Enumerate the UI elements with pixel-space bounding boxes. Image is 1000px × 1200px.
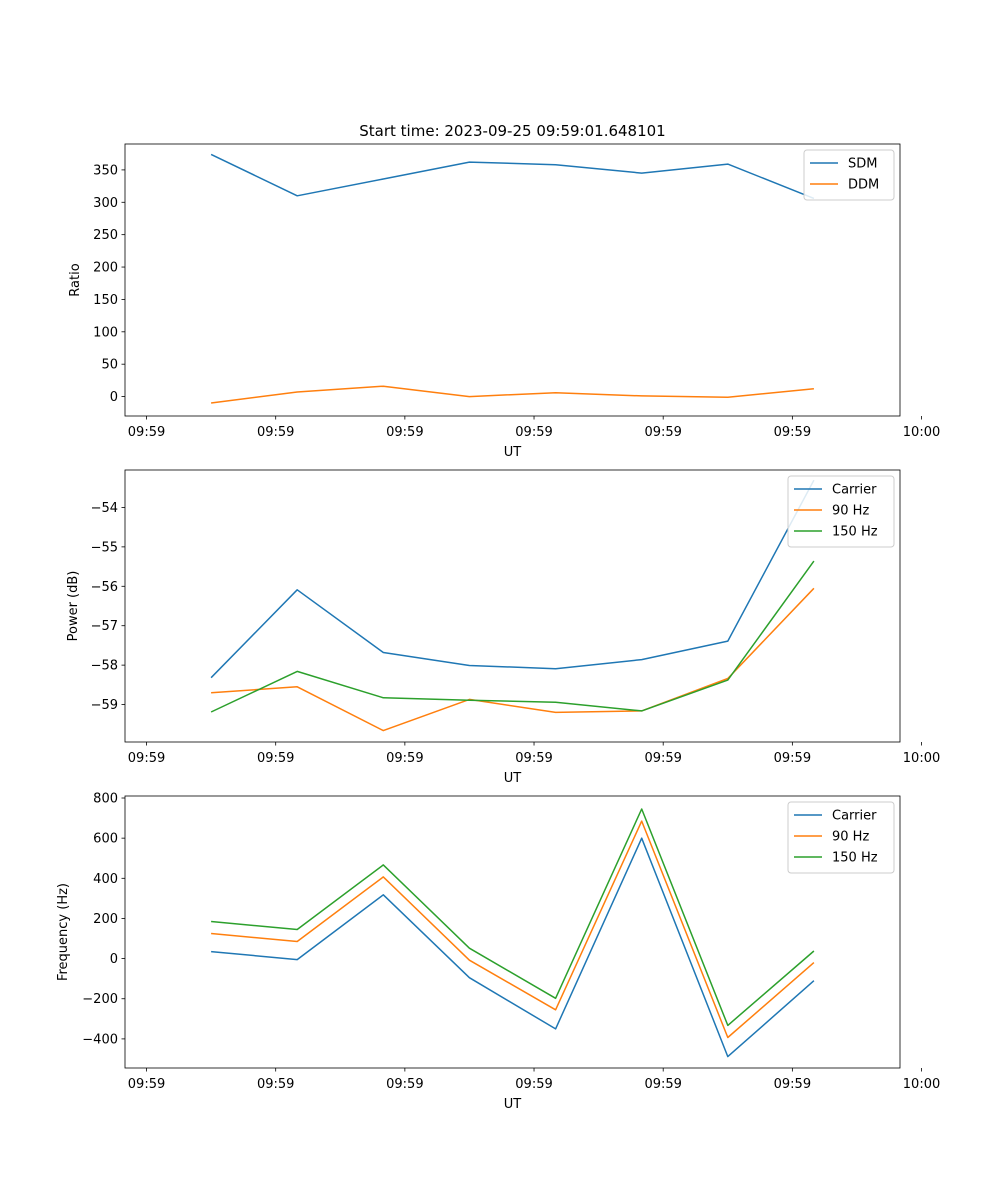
legend-label: 150 Hz [832, 851, 878, 866]
series-line-150-hz [211, 808, 815, 1027]
legend-box [787, 475, 895, 548]
x-tick-label: 09:59 [386, 425, 423, 440]
series-line-90-hz [211, 820, 815, 1039]
x-tick-label: 09:59 [644, 751, 681, 766]
y-tick-label: 200 [93, 912, 118, 927]
y-tick-label: 300 [93, 196, 118, 211]
x-tick-label: 09:59 [128, 1077, 165, 1092]
x-tick-label: 10:00 [903, 425, 940, 440]
series-line-carrier [210, 479, 815, 679]
x-tick-label: 09:59 [515, 425, 552, 440]
x-tick-label: 10:00 [903, 751, 940, 766]
y-tick-label: −55 [91, 540, 118, 555]
x-axis-label: UT [504, 771, 522, 786]
x-tick-label: 09:59 [128, 751, 165, 766]
series-line-carrier [211, 837, 815, 1058]
y-tick-label: −56 [91, 580, 118, 595]
y-tick-label: 600 [93, 832, 118, 847]
chart-panel-2: 09:59 09:59 09:59 09:59 09:59 09:59 10:00 −59 −5… [66, 469, 940, 786]
series-line-sdm [210, 153, 815, 200]
y-tick-label: 400 [93, 872, 118, 887]
axes-frame [124, 469, 901, 743]
x-tick-label: 09:59 [257, 751, 294, 766]
x-tick-label: 09:59 [515, 1077, 552, 1092]
y-axis-label: Frequency (Hz) [56, 883, 71, 981]
y-tick-label: 0 [110, 390, 118, 405]
series-line-ddm [211, 385, 814, 404]
chart-panel-1: 09:59 09:59 09:59 09:59 09:59 09:59 10:00 0 50 10… [68, 122, 940, 460]
y-tick-label: −200 [82, 992, 118, 1007]
legend-label: 90 Hz [832, 504, 869, 519]
y-tick-label: 0 [110, 952, 118, 967]
y-tick-label: −57 [91, 619, 118, 634]
chart-title: Start time: 2023-09-25 09:59:01.648101 [359, 122, 665, 140]
x-tick-label: 09:59 [386, 751, 423, 766]
legend-label: Carrier [832, 483, 877, 498]
y-tick-label: −400 [82, 1032, 118, 1047]
legend-label: Carrier [832, 809, 877, 824]
x-tick-label: 10:00 [903, 1077, 940, 1092]
y-tick-label: 50 [101, 358, 118, 373]
x-axis-label: UT [504, 1097, 522, 1112]
y-tick-label: 800 [93, 792, 118, 807]
y-tick-label: −58 [91, 659, 118, 674]
x-tick-label: 09:59 [386, 1077, 423, 1092]
legend: Carrier 90 Hz 150 Hz [787, 475, 895, 548]
y-tick-label: 100 [93, 325, 118, 340]
series-line-150-hz [210, 560, 815, 713]
x-tick-label: 09:59 [644, 1077, 681, 1092]
legend-box [787, 801, 895, 874]
y-tick-label: 200 [93, 261, 118, 276]
chart-panel-3: 09:59 09:59 09:59 09:59 09:59 09:59 10:00 −400 −… [56, 792, 940, 1112]
x-tick-label: 09:59 [644, 425, 681, 440]
y-axis-label: Power (dB) [66, 571, 81, 642]
y-tick-label: 250 [93, 228, 118, 243]
y-tick-label: −54 [91, 501, 118, 516]
series-line-90-hz [211, 587, 815, 732]
legend-label: SDM [848, 157, 877, 172]
legend: SDM DDM [803, 149, 895, 201]
x-tick-label: 09:59 [515, 751, 552, 766]
axes-frame [124, 795, 901, 1069]
y-tick-label: 350 [93, 163, 118, 178]
x-axis-label: UT [504, 445, 522, 460]
y-tick-label: 150 [93, 293, 118, 308]
legend-label: DDM [848, 178, 879, 193]
x-tick-label: 09:59 [774, 425, 811, 440]
legend-label: 90 Hz [832, 830, 869, 845]
x-tick-label: 09:59 [128, 425, 165, 440]
legend-label: 150 Hz [832, 525, 878, 540]
x-tick-label: 09:59 [774, 1077, 811, 1092]
x-tick-label: 09:59 [257, 1077, 294, 1092]
y-tick-label: −59 [91, 698, 118, 713]
x-tick-label: 09:59 [257, 425, 294, 440]
y-axis-label: Ratio [68, 263, 83, 296]
x-tick-label: 09:59 [774, 751, 811, 766]
axes-frame [124, 143, 901, 417]
legend: Carrier 90 Hz 150 Hz [787, 801, 895, 874]
